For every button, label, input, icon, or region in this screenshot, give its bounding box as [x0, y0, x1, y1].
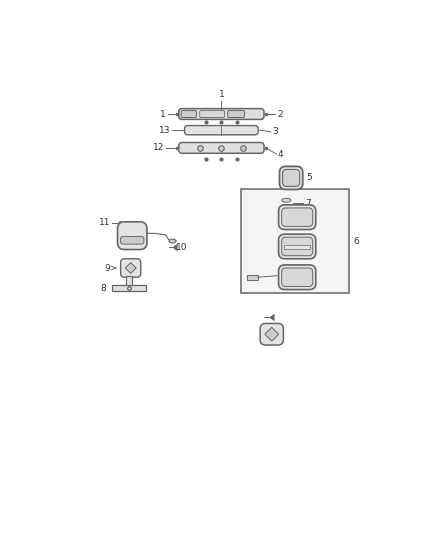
- Text: 13: 13: [159, 126, 171, 135]
- Text: 3: 3: [272, 127, 278, 136]
- FancyBboxPatch shape: [200, 110, 224, 117]
- Text: 8: 8: [100, 284, 106, 293]
- Ellipse shape: [169, 239, 176, 243]
- FancyBboxPatch shape: [120, 237, 144, 244]
- FancyBboxPatch shape: [279, 166, 303, 189]
- FancyBboxPatch shape: [179, 142, 264, 154]
- Text: 4: 4: [278, 150, 283, 159]
- Text: 7: 7: [305, 199, 311, 208]
- Text: 11: 11: [99, 218, 110, 227]
- FancyBboxPatch shape: [282, 237, 313, 256]
- Text: 9: 9: [104, 263, 110, 272]
- FancyBboxPatch shape: [282, 208, 313, 227]
- FancyBboxPatch shape: [117, 222, 147, 249]
- Bar: [126, 276, 132, 285]
- Polygon shape: [265, 327, 279, 341]
- FancyBboxPatch shape: [179, 109, 264, 119]
- FancyBboxPatch shape: [184, 126, 258, 135]
- Ellipse shape: [282, 198, 291, 202]
- Bar: [284, 245, 311, 249]
- FancyBboxPatch shape: [279, 205, 316, 230]
- Text: 5: 5: [307, 173, 312, 182]
- Text: 10: 10: [177, 243, 188, 252]
- Polygon shape: [125, 263, 136, 273]
- Text: 12: 12: [153, 143, 164, 152]
- FancyBboxPatch shape: [181, 110, 197, 117]
- Text: 2: 2: [277, 109, 283, 118]
- Bar: [112, 285, 146, 291]
- FancyBboxPatch shape: [279, 265, 316, 289]
- FancyBboxPatch shape: [282, 268, 313, 287]
- Bar: [247, 275, 258, 280]
- Text: 1: 1: [160, 109, 166, 118]
- Ellipse shape: [282, 205, 291, 208]
- Bar: [241, 189, 349, 294]
- FancyBboxPatch shape: [279, 234, 316, 259]
- Text: 1: 1: [219, 91, 224, 99]
- FancyBboxPatch shape: [283, 169, 300, 187]
- FancyBboxPatch shape: [120, 259, 141, 277]
- FancyBboxPatch shape: [228, 110, 245, 117]
- Text: 6: 6: [353, 237, 359, 246]
- FancyBboxPatch shape: [260, 324, 283, 345]
